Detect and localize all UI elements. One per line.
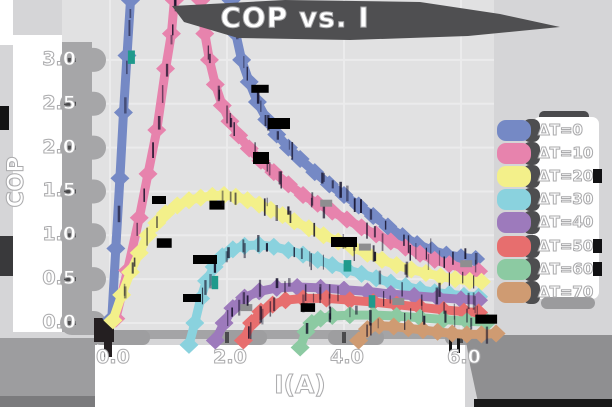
shadow-blob [60, 179, 106, 204]
y-tick-label: 0.5 [42, 267, 77, 290]
shadow-blob [104, 330, 112, 357]
legend-label-dt-70: ΔT=70 [538, 282, 594, 301]
x-tick-label: 6.0 [447, 346, 482, 369]
shadow-blob [60, 267, 106, 292]
series-dt-70 [349, 316, 506, 350]
legend-swatch-dt-60 [497, 258, 531, 280]
legend-swatch-dt-70 [497, 281, 531, 303]
legend-label-dt-60: ΔT=60 [538, 259, 594, 278]
label-band [13, 35, 62, 332]
legend-item-dt-60: ΔT=60 [495, 257, 611, 281]
legend: ΔT=0 ΔT=10 ΔT=20 ΔT=30 ΔT=40 ΔT=50 ΔT=60 ΔT=70 [495, 111, 611, 309]
y-tick-mark [64, 233, 76, 238]
legend-item-dt-20: ΔT=20 [495, 164, 611, 188]
shadow-blob [95, 330, 465, 339]
y-tick-label: 1.5 [42, 179, 77, 202]
x-tick-label: 2.0 [213, 346, 248, 369]
render-noise [117, 0, 498, 344]
shadow-blob [60, 47, 106, 72]
y-tick-label: 2.0 [42, 135, 77, 158]
legend-swatch-dt-30 [497, 189, 531, 211]
render-artifact [0, 236, 13, 276]
render-artifact [449, 333, 452, 352]
legend-label-dt-0: ΔT=0 [538, 120, 584, 139]
legend-shadow-blob [593, 169, 602, 184]
shadow-blob [60, 135, 106, 160]
shadow-blob [60, 223, 106, 248]
shadow-blob [0, 338, 97, 407]
legend-label-dt-20: ΔT=20 [538, 166, 594, 185]
legend-item-dt-30: ΔT=30 [495, 188, 611, 212]
chart-title: COP vs. I [220, 1, 370, 35]
shadow-blob [474, 399, 612, 407]
y-tick-mark [64, 321, 76, 325]
legend-swatch-dt-20 [497, 165, 531, 187]
legend-item-dt-50: ΔT=50 [495, 234, 611, 258]
series-markers-dt-40 [205, 278, 489, 350]
label-band [95, 345, 465, 407]
series-dt-10 [106, 0, 489, 328]
y-tick-label: 0.0 [42, 311, 77, 334]
legend-shadow-blob [541, 297, 595, 309]
x-tick-mark [225, 332, 229, 343]
y-tick-label: 2.5 [42, 91, 77, 114]
y-tick-mark [64, 101, 76, 106]
legend-label-dt-50: ΔT=50 [538, 236, 594, 255]
legend-label-dt-30: ΔT=30 [538, 190, 594, 209]
shadow-blob [465, 335, 612, 407]
legend-swatch-dt-40 [497, 212, 531, 234]
y-tick-mark [64, 277, 76, 282]
legend-swatch-dt-0 [497, 119, 531, 141]
render-artifact [0, 106, 9, 130]
legend-shadow-blob [593, 262, 602, 277]
series-line-dt-10 [111, 0, 484, 324]
y-tick-mark [64, 145, 76, 150]
series-markers-dt-30 [179, 235, 489, 354]
legend-item-dt-0: ΔT=0 [495, 118, 611, 142]
series-markers-dt-70 [349, 316, 506, 350]
shadow-blob [0, 396, 97, 407]
legend-box [533, 117, 599, 299]
shadow-blob [60, 91, 106, 116]
legend-swatch-dt-10 [497, 142, 531, 164]
legend-label-dt-40: ΔT=40 [538, 213, 594, 232]
series-markers-dt-50 [233, 289, 489, 350]
render-artifact [457, 332, 460, 353]
y-tick-mark [64, 57, 76, 62]
legend-item-dt-70: ΔT=70 [495, 280, 611, 304]
x-axis-label: I(A) [274, 370, 327, 400]
y-tick-label: 1.0 [42, 223, 77, 246]
legend-label-dt-10: ΔT=10 [538, 143, 594, 162]
y-tick-label: 3.0 [42, 47, 77, 70]
legend-shadow-blob [593, 239, 602, 253]
y-tick-mark [64, 189, 76, 194]
legend-item-dt-10: ΔT=10 [495, 141, 611, 165]
title-shadow-blob [172, 0, 560, 40]
label-band [0, 0, 13, 45]
legend-item-dt-40: ΔT=40 [495, 211, 611, 235]
series-markers-dt-10 [106, 0, 489, 328]
series-dt-30 [179, 235, 489, 354]
legend-swatch-dt-50 [497, 235, 531, 257]
x-tick-label: 4.0 [330, 346, 365, 369]
x-tick-label: 0.0 [96, 346, 131, 369]
x-tick-mark [342, 332, 346, 343]
